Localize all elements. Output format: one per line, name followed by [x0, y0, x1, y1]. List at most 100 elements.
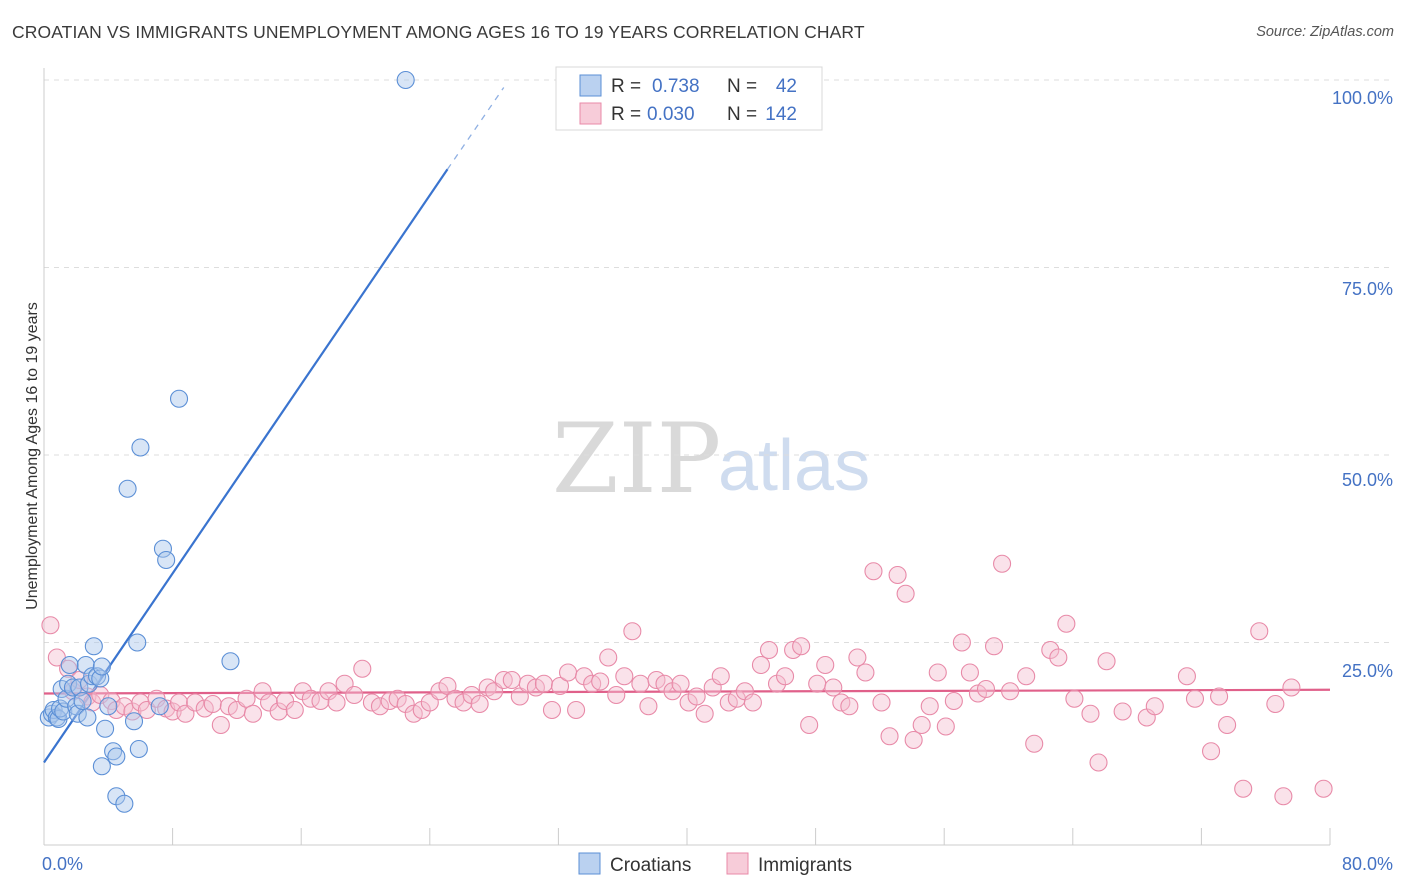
croatians-point	[92, 657, 111, 676]
y-tick-label-75: 75.0%	[1342, 279, 1393, 299]
immigrants-point	[211, 715, 230, 735]
trend-layer	[43, 87, 1331, 764]
immigrants-point	[370, 697, 390, 716]
immigrants-point	[1089, 753, 1108, 772]
croatians-points	[39, 70, 415, 813]
immigrants-point	[1274, 787, 1293, 806]
croatians-point	[76, 655, 95, 675]
watermark-zip: ZIP	[552, 403, 721, 515]
croatians-point	[96, 719, 115, 738]
immigrants-point	[960, 663, 979, 682]
legend-r-value-croatians: 0.738	[652, 76, 700, 97]
croatians-point	[396, 70, 415, 90]
immigrants-point	[856, 663, 875, 682]
immigrants-point	[259, 693, 279, 712]
immigrants-point	[623, 622, 642, 641]
immigrants-point	[928, 663, 947, 682]
immigrants-point	[1234, 779, 1253, 798]
immigrants-point	[872, 693, 891, 712]
immigrants-point	[1025, 734, 1044, 753]
croatians-point	[150, 697, 169, 716]
immigrants-point	[542, 700, 562, 720]
immigrants-point	[1081, 704, 1100, 723]
immigrants-point	[186, 693, 205, 712]
immigrants-point	[1185, 689, 1205, 708]
legend-swatch-immigrants	[579, 102, 602, 125]
series-legend: Croatians Immigrants	[578, 852, 852, 876]
legend-n-value-croatians: 42	[776, 76, 797, 97]
immigrants-point	[1201, 742, 1221, 761]
immigrants-point	[243, 704, 263, 723]
immigrants-point	[327, 693, 346, 712]
immigrants-point	[169, 693, 189, 712]
immigrants-point	[41, 616, 60, 635]
croatians-trendline	[43, 168, 449, 764]
immigrants-point	[671, 674, 690, 693]
immigrants-point	[470, 694, 489, 714]
croatians-point	[87, 667, 107, 686]
immigrants-point	[944, 691, 963, 711]
immigrants-point	[558, 663, 578, 682]
immigrants-point	[1017, 667, 1036, 686]
immigrants-point	[203, 694, 222, 714]
series-legend-croatians: Croatians	[610, 855, 691, 876]
croatians-point	[221, 652, 240, 671]
croatians-point	[128, 633, 147, 652]
series-legend-swatch-croatians	[578, 852, 601, 875]
croatians-point	[153, 539, 173, 558]
immigrants-trendline	[43, 688, 1331, 695]
y-axis-label: Unemployment Among Ages 16 to 19 years	[24, 302, 41, 610]
immigrants-point	[896, 584, 915, 603]
immigrants-point	[237, 689, 256, 708]
immigrants-point	[984, 637, 1004, 656]
immigrants-point	[976, 679, 996, 699]
immigrants-point	[276, 691, 295, 711]
immigrants-point	[550, 676, 570, 696]
croatians-point	[51, 699, 70, 718]
immigrants-point	[1049, 648, 1068, 667]
croatians-point	[169, 389, 189, 408]
immigrants-point	[1065, 689, 1084, 708]
immigrants-point	[1177, 667, 1196, 686]
immigrants-point	[1001, 682, 1020, 701]
immigrants-point	[253, 682, 272, 701]
immigrants-point	[800, 715, 819, 735]
immigrants-point	[607, 685, 626, 705]
series-legend-immigrants: Immigrants	[758, 855, 852, 876]
croatians-point	[107, 747, 126, 766]
immigrants-point	[438, 676, 457, 696]
immigrants-point	[1097, 652, 1116, 671]
croatians-point	[92, 757, 111, 776]
watermark-atlas: atlas	[718, 426, 870, 506]
immigrants-point	[776, 667, 795, 686]
immigrants-point	[599, 648, 618, 667]
legend-n-value-immigrants: 142	[765, 104, 797, 125]
immigrants-point	[1113, 702, 1132, 721]
legend-swatch-croatians	[579, 74, 602, 97]
croatians-point	[60, 655, 79, 675]
immigrants-point	[353, 659, 372, 678]
croatians-point	[70, 678, 89, 697]
immigrants-point	[695, 704, 714, 723]
grid-layer	[44, 79, 1393, 643]
immigrants-point	[687, 687, 706, 706]
immigrants-point	[534, 674, 553, 693]
croatians-trendline-extension	[446, 87, 505, 170]
immigrants-point	[904, 730, 923, 750]
y-tick-label-50: 50.0%	[1342, 470, 1393, 490]
croatians-point	[157, 550, 176, 570]
y-tick-label-100: 100.0%	[1332, 88, 1393, 108]
immigrants-point	[615, 667, 634, 686]
x-tick-label-min: 0.0%	[42, 854, 83, 874]
immigrants-point	[591, 672, 610, 691]
series-legend-swatch-immigrants	[726, 852, 749, 875]
immigrants-point	[792, 637, 811, 656]
immigrants-point	[888, 565, 907, 585]
croatians-point	[115, 794, 134, 813]
legend-n-label-immigrants: N =	[727, 104, 757, 125]
legend-r-value-immigrants: 0.030	[647, 104, 695, 125]
y-tick-label-25: 25.0%	[1342, 661, 1393, 681]
immigrants-point	[816, 655, 835, 675]
immigrants-point	[1266, 694, 1285, 714]
